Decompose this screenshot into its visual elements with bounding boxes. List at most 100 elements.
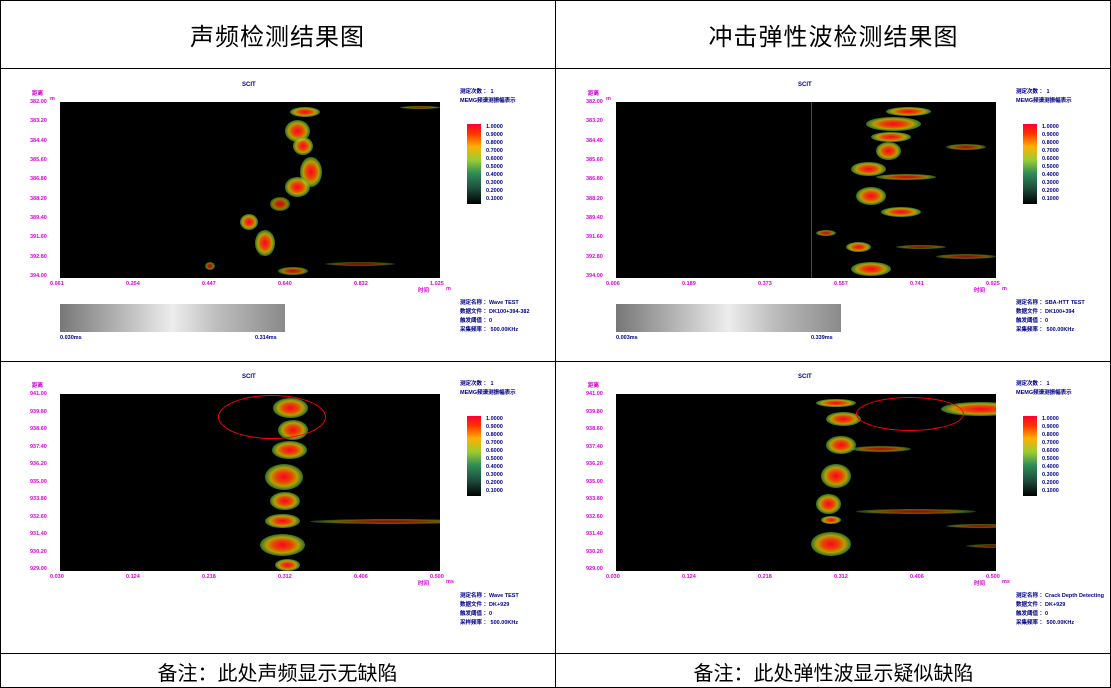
x-tick-label: 0.006 (606, 281, 620, 287)
bar-right-label: 0.314ms (255, 335, 277, 341)
y-axis-name: 距离 (32, 383, 44, 389)
heat-spot (871, 132, 911, 142)
info-line: 触发阈值 ：0 (1016, 318, 1049, 324)
heat-spot (278, 267, 308, 275)
y-tick-label: 389.40 (30, 215, 47, 221)
x-tick-label: 0.640 (278, 281, 292, 287)
x-tick-label: 0.312 (834, 574, 848, 580)
x-tick-label: 0.124 (682, 574, 696, 580)
info-line: MEMG频谱测振幅表示 (1016, 390, 1072, 396)
legend-value: 0.3000 (486, 180, 503, 186)
legend-value: 0.2000 (1042, 188, 1059, 194)
heat-spot (846, 242, 871, 252)
x-tick-label: 0.406 (910, 574, 924, 580)
y-tick-label: 939.80 (30, 408, 47, 415)
legend-value: 0.8000 (1042, 432, 1059, 438)
info-line: 测定名称 ：SBA-HTT TEST (1016, 300, 1085, 306)
y-tick-label: 938.60 (586, 426, 603, 432)
y-tick-label: 388.20 (586, 195, 603, 202)
legend-value: 0.5000 (486, 456, 503, 462)
info-line: 测定次数 ： 1 (460, 381, 494, 387)
x-tick-label: 0.925 (986, 281, 1000, 287)
info-line: 数据文件 ：DK100+394 (1016, 309, 1075, 315)
footer-left: 备注：此处声频显示无缺陷 (157, 660, 398, 685)
bar-left-label: 0.030ms (60, 335, 82, 341)
y-tick-label: 936.20 (586, 461, 603, 467)
color-legend (467, 124, 481, 204)
legend-value: 0.8000 (486, 140, 503, 146)
heat-spot (896, 245, 946, 249)
legend-value: 0.4000 (1042, 172, 1059, 178)
y-tick-label: 392.80 (30, 253, 47, 260)
info-line: 测定次数 ： 1 (460, 89, 494, 95)
x-tick-label: 0.030 (606, 574, 620, 580)
panel-elastic-bottom: SCIT 距离 941.00 939.80 938.60 937.40 936.20 935.… (556, 362, 1111, 653)
legend-value: 0.2000 (486, 188, 503, 194)
x-tick-label: 0.406 (354, 574, 368, 580)
y-tick-label: 382.00 (30, 99, 47, 105)
heat-spot (275, 559, 300, 571)
x-tick-label: 0.218 (758, 574, 772, 580)
legend-value: 0.8000 (486, 432, 503, 438)
heatmap-plot (60, 394, 440, 571)
legend-value: 0.4000 (1042, 464, 1059, 470)
legend-value: 1.0000 (486, 124, 503, 130)
x-axis-name: 时间 (418, 581, 430, 587)
heat-spot (205, 262, 215, 270)
legend-value: 0.9000 (486, 132, 503, 138)
legend-value: 0.1000 (486, 488, 503, 494)
legend-value: 0.6000 (1042, 156, 1059, 162)
info-line: 测定名称 ：Wave TEST (460, 300, 519, 306)
heat-spot (265, 514, 300, 528)
x-tick-label: 0.030 (50, 574, 64, 580)
info-line: MEMG频谱测振幅表示 (1016, 98, 1072, 104)
heat-spot (851, 446, 911, 452)
heat-spot (821, 516, 841, 524)
heat-spot (816, 399, 856, 407)
y-axis-unit: m (606, 96, 611, 102)
heat-spot (270, 197, 290, 211)
y-tick-label: 929.00 (30, 566, 47, 572)
color-legend (467, 416, 481, 496)
gray-scale-bar (60, 304, 285, 332)
legend-value: 0.2000 (486, 480, 503, 486)
y-tick-label: 932.60 (586, 513, 603, 520)
plot-title: SCIT (798, 82, 812, 88)
heat-spot (936, 254, 996, 259)
legend-value: 0.1000 (1042, 196, 1059, 202)
y-tick-label: 938.60 (30, 426, 47, 432)
info-bottom: 测定名称 ：Wave TEST 数据文件 ：DK100+394-382 触发阈值 ：… (460, 299, 530, 335)
y-tick-label: 931.40 (586, 531, 603, 537)
info-line: MEMG频谱测振幅表示 (460, 98, 516, 104)
heat-spot (270, 492, 300, 510)
panel-acoustic-top: SCIT 距离 m 382.00 383.20 384.40 385.60 386.80 388… (0, 69, 555, 361)
legend-value: 0.1000 (1042, 488, 1059, 494)
y-tick-label: 384.40 (586, 137, 603, 144)
legend-value: 0.2000 (1042, 480, 1059, 486)
y-tick-label: 936.20 (30, 461, 47, 467)
y-tick-label: 929.00 (586, 566, 603, 572)
heat-spot (946, 524, 996, 528)
x-axis-unit: m (1002, 286, 1007, 292)
legend-value: 0.4000 (486, 464, 503, 470)
heatmap-plot (60, 102, 440, 278)
heat-spot (851, 262, 891, 276)
legend-value: 0.6000 (486, 156, 503, 162)
y-tick-label: 385.60 (586, 157, 603, 163)
y-tick-label: 391.60 (30, 234, 47, 241)
y-tick-label: 937.40 (586, 443, 603, 450)
legend-value: 0.7000 (486, 440, 503, 446)
heat-spot (966, 544, 996, 548)
info-line: 触发阈值 ：0 (1016, 611, 1049, 617)
legend-value: 0.3000 (486, 472, 503, 478)
heat-spot (856, 509, 976, 514)
legend-value: 0.5000 (1042, 164, 1059, 170)
legend-value: 0.7000 (1042, 440, 1059, 446)
legend-value: 1.0000 (486, 416, 503, 422)
legend-value: 0.7000 (1042, 148, 1059, 154)
info-bottom: 测定名称 ：SBA-HTT TEST 数据文件 ：DK100+394 触发阈值 ：0… (1016, 299, 1085, 335)
x-tick-label: 0.557 (834, 281, 848, 287)
gray-scale-bar (616, 304, 841, 332)
bar-right-label: 0.339ms (811, 335, 833, 341)
info-top: 测定次数 ： 1 MEMG频谱测振幅表示 (1016, 88, 1072, 106)
